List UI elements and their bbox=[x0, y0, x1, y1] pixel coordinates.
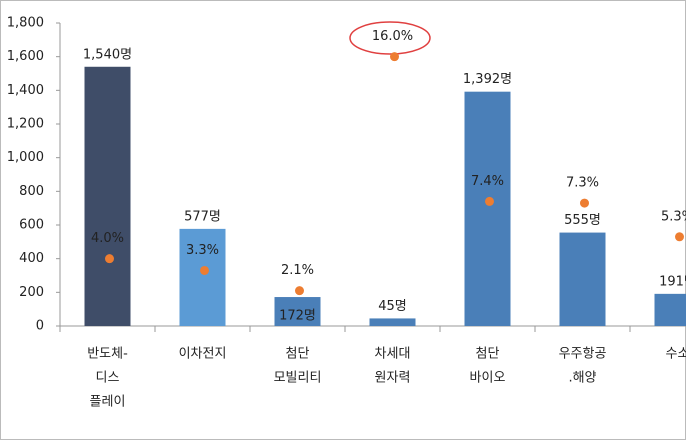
bar bbox=[464, 91, 511, 327]
y-tick-label: 1,400 bbox=[7, 83, 44, 98]
x-tick-label: 플레이 bbox=[90, 395, 126, 410]
y-tick-label: 1,000 bbox=[7, 150, 44, 165]
x-tick-label: 바이오 bbox=[470, 371, 506, 386]
x-tick-label: .해양 bbox=[568, 371, 596, 386]
rate-label: 4.0% bbox=[91, 231, 124, 246]
x-tick-label: 원자력 bbox=[375, 371, 411, 386]
rate-dot bbox=[295, 286, 304, 296]
bar bbox=[274, 297, 321, 326]
bar-value-label: 555명 bbox=[564, 213, 601, 228]
bar bbox=[559, 232, 606, 326]
bar bbox=[84, 66, 131, 327]
rate-label: 2.1% bbox=[281, 263, 314, 278]
rate-dot bbox=[105, 254, 114, 264]
rate-label: 3.3% bbox=[186, 243, 219, 258]
y-tick-label: 600 bbox=[19, 218, 44, 233]
x-tick-label: 이차전지 bbox=[179, 347, 227, 362]
x-tick-label: 수소 bbox=[666, 347, 686, 362]
bar-value-label: 45명 bbox=[378, 299, 407, 314]
bar bbox=[654, 293, 686, 326]
x-tick-label: 차세대 bbox=[375, 347, 411, 362]
rate-dot bbox=[580, 198, 589, 208]
y-tick-label: 800 bbox=[19, 184, 44, 199]
y-tick-label: 0 bbox=[36, 319, 44, 334]
x-tick-label: 첨단 bbox=[476, 347, 500, 362]
y-tick-label: 400 bbox=[19, 251, 44, 266]
y-tick-label: 1,800 bbox=[7, 16, 44, 31]
rate-dot bbox=[485, 196, 494, 206]
y-tick-label: 200 bbox=[19, 285, 44, 300]
x-tick-label: 디스 bbox=[96, 371, 120, 386]
y-tick-label: 1,600 bbox=[7, 49, 44, 64]
rate-label: 7.4% bbox=[471, 174, 504, 189]
x-tick-label: 첨단 bbox=[286, 347, 310, 362]
bar-value-label: 1,540명 bbox=[83, 47, 132, 62]
bar-value-label: 577명 bbox=[184, 209, 221, 224]
rate-label: 7.3% bbox=[566, 176, 599, 191]
bar bbox=[369, 318, 416, 326]
bar-value-label: 172명 bbox=[279, 309, 316, 324]
rate-dot bbox=[200, 265, 209, 275]
x-tick-label: 반도체- bbox=[87, 347, 128, 362]
rate-label: 5.3% bbox=[661, 209, 686, 224]
y-tick-label: 1,200 bbox=[7, 117, 44, 132]
bar bbox=[179, 228, 226, 326]
x-tick-label: 모빌리티 bbox=[274, 371, 322, 386]
rate-dot bbox=[390, 52, 399, 62]
rate-label: 16.0% bbox=[372, 29, 413, 44]
x-tick-label: 우주항공 bbox=[559, 347, 607, 362]
rate-dot bbox=[675, 232, 684, 242]
bar-value-label: 191명 bbox=[659, 274, 686, 289]
highlight-ellipse bbox=[349, 21, 431, 55]
bar-value-label: 1,392명 bbox=[463, 72, 512, 87]
